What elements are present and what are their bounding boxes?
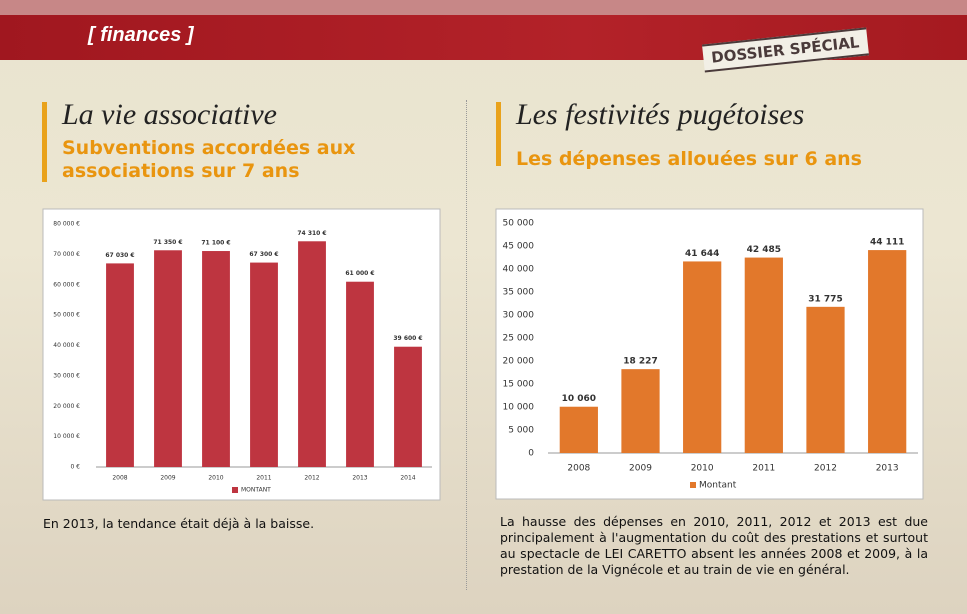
y-tick-label: 30 000 € (53, 372, 80, 379)
value-label: 74 310 € (297, 230, 326, 237)
top-strip (0, 0, 967, 15)
heading: La vie associative (62, 98, 277, 131)
y-tick-label: 70 000 € (53, 251, 80, 258)
value-label: 42 485 (747, 245, 781, 255)
section-title: [ finances ] (88, 24, 194, 46)
y-tick-label: 25 000 (503, 334, 535, 344)
legend-swatch (690, 482, 696, 488)
x-tick-label: 2008 (112, 475, 127, 482)
x-tick-label: 2010 (208, 475, 223, 482)
value-label: 71 350 € (153, 239, 182, 246)
y-tick-label: 30 000 (503, 311, 535, 321)
accent-bar (42, 102, 47, 182)
x-tick-label: 2010 (691, 464, 714, 474)
bar (202, 251, 230, 467)
x-tick-label: 2009 (160, 475, 175, 482)
y-tick-label: 0 € (70, 464, 80, 471)
bar (744, 257, 783, 453)
y-tick-label: 15 000 (503, 380, 535, 390)
y-tick-label: 20 000 (503, 357, 535, 367)
bar (346, 281, 374, 467)
x-tick-label: 2009 (629, 464, 652, 474)
y-tick-label: 0 (528, 449, 534, 459)
value-label: 71 100 € (201, 240, 230, 247)
accent-bar (496, 102, 501, 166)
x-tick-label: 2011 (752, 464, 775, 474)
value-label: 44 111 (870, 238, 904, 248)
legend-swatch (232, 487, 238, 493)
value-label: 10 060 (562, 394, 596, 404)
x-tick-label: 2008 (567, 464, 590, 474)
caption: La hausse des dépenses en 2010, 2011, 20… (500, 514, 928, 577)
x-tick-label: 2012 (814, 464, 837, 474)
y-tick-label: 35 000 (503, 288, 535, 298)
y-tick-label: 10 000 (503, 403, 535, 413)
value-label: 61 000 € (345, 270, 374, 277)
bar (394, 346, 422, 467)
y-tick-label: 50 000 € (53, 312, 80, 319)
y-tick-label: 40 000 € (53, 342, 80, 349)
value-label: 67 300 € (249, 251, 278, 258)
x-tick-label: 2013 (352, 475, 367, 482)
legend-label: MONTANT (241, 487, 271, 494)
subheading: Subventions accordées aux associations s… (62, 137, 356, 182)
bar (250, 262, 278, 467)
bar (621, 369, 660, 453)
bar (559, 406, 598, 453)
value-label: 41 644 (685, 249, 719, 259)
y-tick-label: 45 000 (503, 242, 535, 252)
y-tick-label: 80 000 € (53, 221, 80, 228)
heading: Les festivités pugétoises (516, 98, 805, 131)
bar (868, 250, 907, 453)
value-label: 31 775 (808, 294, 842, 304)
x-tick-label: 2013 (876, 464, 899, 474)
y-tick-label: 60 000 € (53, 281, 80, 288)
y-tick-label: 40 000 (503, 265, 535, 275)
caption: En 2013, la tendance était déjà à la bai… (43, 516, 315, 531)
x-tick-label: 2012 (304, 475, 319, 482)
y-tick-label: 5 000 (508, 426, 534, 436)
value-label: 67 030 € (105, 252, 134, 259)
bar (298, 241, 326, 467)
divider (466, 100, 467, 590)
bar (106, 263, 134, 467)
y-tick-label: 20 000 € (53, 403, 80, 410)
value-label: 18 227 (623, 357, 657, 367)
value-label: 39 600 € (393, 335, 422, 342)
y-tick-label: 50 000 (503, 219, 535, 229)
chart-frame (42, 208, 441, 501)
x-tick-label: 2014 (400, 475, 415, 482)
bar (806, 306, 845, 453)
bar (683, 261, 722, 453)
y-tick-label: 10 000 € (53, 433, 80, 440)
bar (154, 250, 182, 467)
x-tick-label: 2011 (256, 475, 271, 482)
legend-label: Montant (699, 481, 737, 491)
subheading: Les dépenses allouées sur 6 ans (516, 148, 862, 170)
